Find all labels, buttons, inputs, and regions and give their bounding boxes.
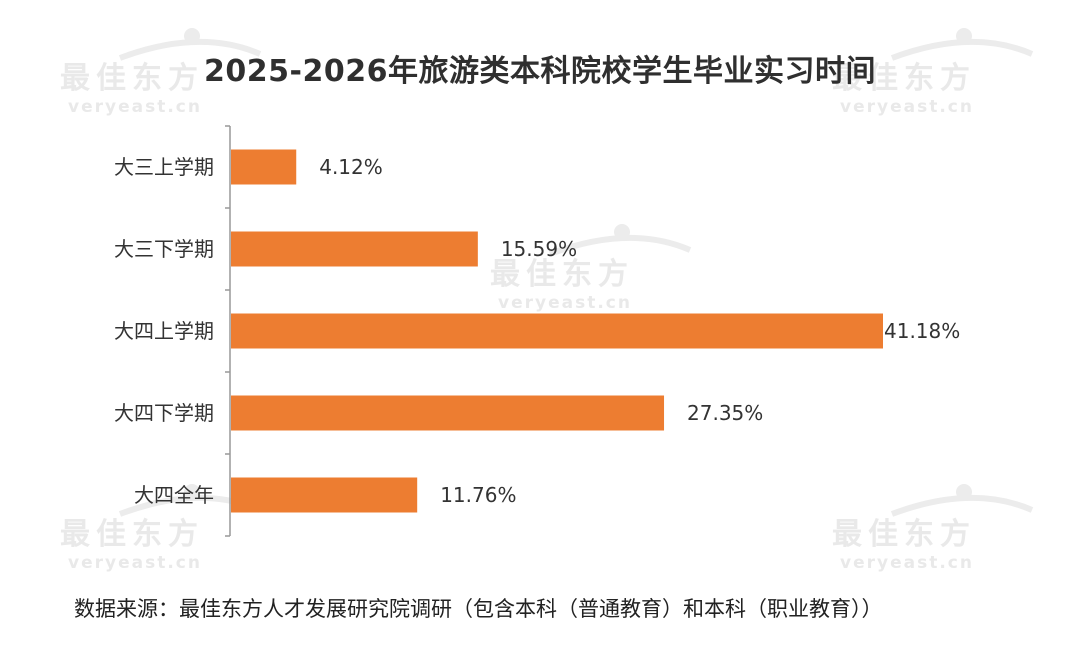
axis-layer bbox=[225, 125, 231, 537]
bars-layer bbox=[231, 149, 883, 513]
watermark-site: veryeast.cn bbox=[840, 97, 974, 117]
watermark-brand: 最佳东方 bbox=[60, 517, 204, 552]
bar bbox=[231, 477, 418, 513]
watermark-swoosh-icon bbox=[890, 494, 1034, 517]
watermark-site: veryeast.cn bbox=[498, 293, 632, 313]
watermark-dot-icon bbox=[614, 224, 630, 240]
watermark-brand: 最佳东方 bbox=[832, 61, 976, 96]
category-label: 大四上学期 bbox=[114, 319, 214, 343]
bar bbox=[231, 395, 665, 431]
category-label: 大四全年 bbox=[134, 483, 214, 507]
watermark-brand: 最佳东方 bbox=[490, 257, 634, 292]
watermark-site: veryeast.cn bbox=[68, 553, 202, 573]
category-label: 大三上学期 bbox=[114, 155, 214, 179]
data-label: 4.12% bbox=[319, 155, 383, 179]
source-note: 数据来源：最佳东方人才发展研究院调研（包含本科（普通教育）和本科（职业教育）） bbox=[74, 597, 883, 621]
chart-title: 2025-2026年旅游类本科院校学生毕业实习时间 bbox=[204, 54, 876, 89]
data-label: 27.35% bbox=[687, 401, 763, 425]
watermark-site: veryeast.cn bbox=[68, 97, 202, 117]
bar bbox=[231, 313, 883, 349]
data-label: 41.18% bbox=[884, 319, 960, 343]
data-label: 11.76% bbox=[440, 483, 516, 507]
data-label: 15.59% bbox=[501, 237, 577, 261]
category-label: 大四下学期 bbox=[114, 401, 214, 425]
watermark-dot-icon bbox=[956, 484, 972, 500]
watermark-dot-icon bbox=[956, 28, 972, 44]
category-label: 大三下学期 bbox=[114, 237, 214, 261]
value-labels: 4.12% 15.59% 41.18% 27.35% 11.76% bbox=[319, 155, 960, 507]
watermark-dot-icon bbox=[184, 28, 200, 44]
watermark-dot-icon bbox=[184, 484, 200, 500]
bar bbox=[231, 149, 297, 185]
watermark-site: veryeast.cn bbox=[840, 553, 974, 573]
bar bbox=[231, 231, 478, 267]
watermark-brand: 最佳东方 bbox=[832, 517, 976, 552]
watermark-brand: 最佳东方 bbox=[60, 61, 204, 96]
